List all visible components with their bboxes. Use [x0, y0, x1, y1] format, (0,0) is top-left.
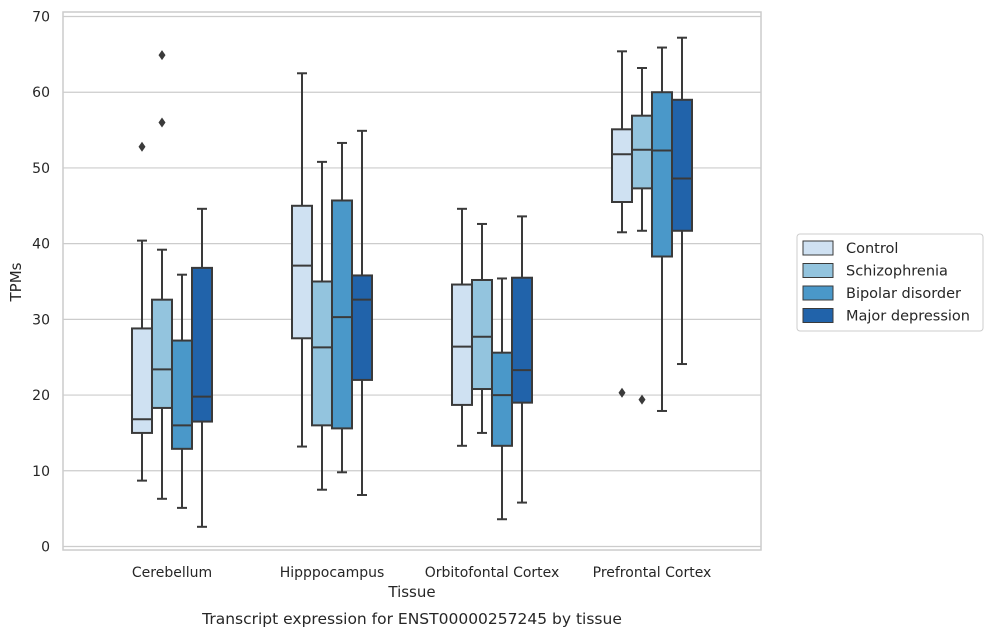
y-axis-label: TPMs — [7, 262, 25, 302]
box — [451, 283, 473, 406]
boxes-layer — [131, 36, 693, 528]
box — [671, 98, 693, 232]
box — [191, 266, 213, 423]
legend-swatch — [802, 308, 834, 323]
figure-caption: Transcript expression for ENST0000025724… — [201, 610, 622, 628]
box — [151, 298, 173, 409]
y-tick-label: 50 — [32, 161, 50, 177]
box — [631, 114, 653, 190]
box — [491, 351, 513, 447]
x-tick-label: Orbitofontal Cortex — [425, 565, 560, 581]
box — [511, 276, 533, 404]
box — [651, 91, 673, 258]
legend-swatch — [802, 240, 834, 256]
outlier-point — [638, 394, 646, 405]
legend-swatch — [802, 263, 834, 278]
box — [471, 278, 493, 391]
legend-label: Control — [846, 241, 898, 257]
box-group — [151, 50, 173, 500]
y-tick-labels: 0 10 20 30 40 50 60 70 — [32, 10, 50, 556]
x-tick-label: Cerebellum — [132, 565, 212, 581]
box-group — [351, 129, 373, 497]
box-group — [631, 66, 653, 405]
x-tick-label: Hipppocampus — [280, 565, 385, 581]
box — [171, 339, 193, 450]
box-group — [671, 36, 693, 366]
x-tick-label: Prefrontal Cortex — [593, 565, 712, 581]
outlier-point — [158, 117, 166, 128]
y-tick-label: 60 — [32, 85, 50, 101]
box-group — [651, 46, 673, 412]
box — [331, 199, 353, 430]
box-group — [491, 277, 513, 521]
legend-label: Bipolar disorder — [846, 286, 961, 302]
box-group — [611, 50, 633, 398]
legend: Control Schizophrenia Bipolar disorder Majo… — [796, 233, 984, 332]
legend-frame — [796, 233, 984, 332]
y-tick-label: 30 — [32, 312, 50, 328]
outlier-point — [138, 141, 146, 152]
box-group — [471, 222, 493, 434]
y-tick-label: 70 — [32, 10, 50, 26]
y-tick-label: 40 — [32, 237, 50, 253]
box-group — [291, 72, 313, 448]
outlier-point — [618, 387, 626, 398]
legend-swatch — [802, 285, 834, 301]
box — [351, 274, 373, 381]
box — [131, 327, 153, 434]
legend-label: Major depression — [846, 309, 970, 325]
box — [611, 128, 633, 203]
y-tick-label: 20 — [32, 388, 50, 404]
y-tick-label: 10 — [32, 464, 50, 480]
box-group — [191, 207, 213, 528]
box-group — [511, 215, 533, 504]
plot-area-frame — [62, 11, 762, 551]
outlier-point — [158, 50, 166, 61]
y-tick-label: 0 — [41, 540, 50, 556]
x-tick-labels: Cerebellum Hipppocampus Orbitofontal Corte… — [132, 565, 711, 581]
box-group — [131, 141, 153, 482]
box-group — [451, 207, 473, 447]
box-group — [311, 160, 333, 491]
box — [311, 280, 333, 427]
box-group — [171, 273, 193, 509]
box — [291, 204, 313, 340]
legend-label: Schizophrenia — [846, 264, 948, 280]
x-axis-label: Tissue — [387, 583, 435, 601]
box-group — [331, 141, 353, 474]
